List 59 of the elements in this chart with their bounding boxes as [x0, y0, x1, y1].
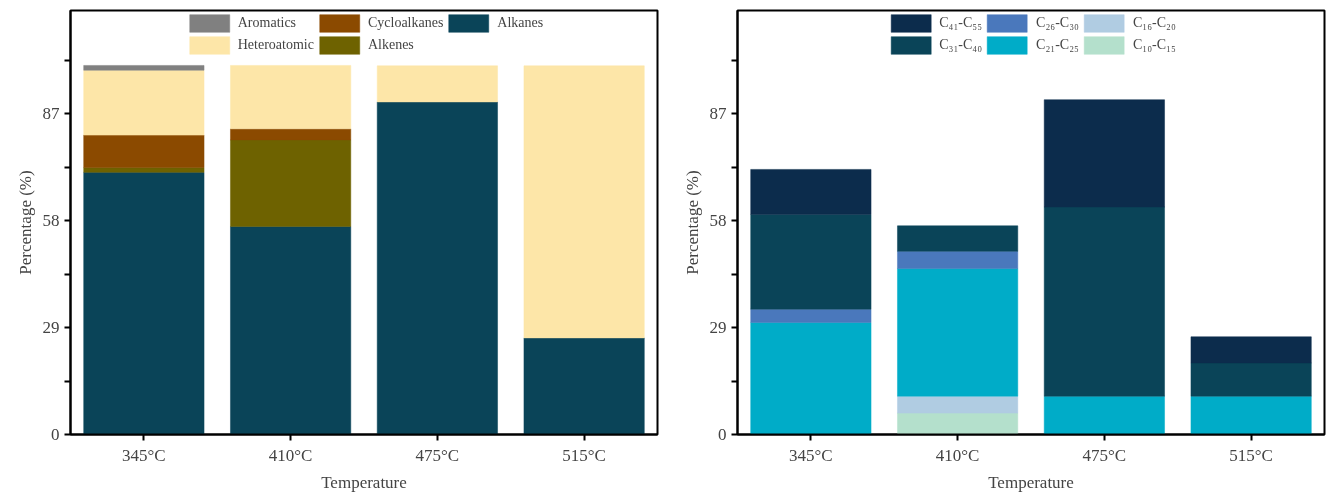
- legend-label: Heteroatomic: [237, 36, 314, 54]
- y-tick-label: 87: [709, 104, 727, 124]
- bar: [230, 65, 352, 130]
- x-tick-label: 345°C: [789, 445, 833, 465]
- bar: [376, 65, 498, 103]
- bar: [750, 169, 872, 215]
- bar: [897, 225, 1019, 252]
- bar: [230, 226, 352, 435]
- legend-label: C₄₁-C₅₅: [939, 14, 983, 32]
- x-axis-title: Temperature: [988, 472, 1074, 492]
- bar: [1190, 395, 1312, 435]
- bar: [523, 65, 645, 339]
- bar: [750, 214, 872, 310]
- y-tick-label: 0: [51, 425, 60, 444]
- x-tick-label: 475°C: [415, 445, 460, 465]
- x-tick-label: 410°C: [935, 445, 980, 465]
- x-tick-label: 410°C: [268, 445, 313, 465]
- bar: [1043, 395, 1165, 435]
- y-tick-label: 87: [42, 104, 60, 124]
- bar: [230, 128, 352, 141]
- bar: [83, 167, 205, 173]
- bar: [1043, 99, 1165, 208]
- bar: [83, 69, 205, 136]
- bar: [523, 337, 645, 435]
- y-tick-label: 0: [718, 425, 727, 444]
- bar: [83, 134, 205, 168]
- legend-label: C₁₆-C₂₀: [1132, 14, 1176, 32]
- x-tick-label: 475°C: [1082, 445, 1127, 465]
- bar: [1190, 362, 1312, 397]
- x-tick-label: 515°C: [1229, 445, 1273, 465]
- legend-label: Alkenes: [367, 36, 414, 54]
- legend-label: Alkanes: [497, 14, 544, 32]
- bar: [750, 308, 872, 323]
- y-tick-label: 58: [42, 211, 60, 231]
- legend-label: C₂₆-C₃₀: [1036, 14, 1079, 32]
- legend-label: Aromatics: [237, 14, 297, 32]
- bar: [83, 172, 205, 435]
- legend-label: Cycloalkanes: [367, 14, 444, 32]
- bar: [230, 139, 352, 227]
- legend-label: C₂₁-C₂₅: [1036, 36, 1079, 54]
- x-tick-label: 345°C: [122, 445, 166, 465]
- bar: [897, 395, 1019, 414]
- bar: [897, 251, 1019, 269]
- x-tick-label: 515°C: [562, 445, 606, 465]
- legend-label: C₁₀-C₁₅: [1132, 36, 1176, 54]
- y-tick-label: 29: [709, 318, 727, 338]
- bar: [1043, 206, 1165, 397]
- y-tick-label: 58: [709, 211, 727, 231]
- bar: [750, 322, 872, 435]
- legend-label: C₃₁-C₄₀: [939, 36, 983, 54]
- bar: [897, 268, 1019, 397]
- bar: [376, 101, 498, 435]
- bar: [1190, 336, 1312, 364]
- bar: [897, 412, 1019, 435]
- y-axis-title: Percentage (%): [682, 170, 702, 275]
- x-axis-title: Temperature: [321, 472, 407, 492]
- y-tick-label: 29: [42, 318, 60, 338]
- bar: [83, 65, 205, 71]
- y-axis-title: Percentage (%): [15, 170, 35, 275]
